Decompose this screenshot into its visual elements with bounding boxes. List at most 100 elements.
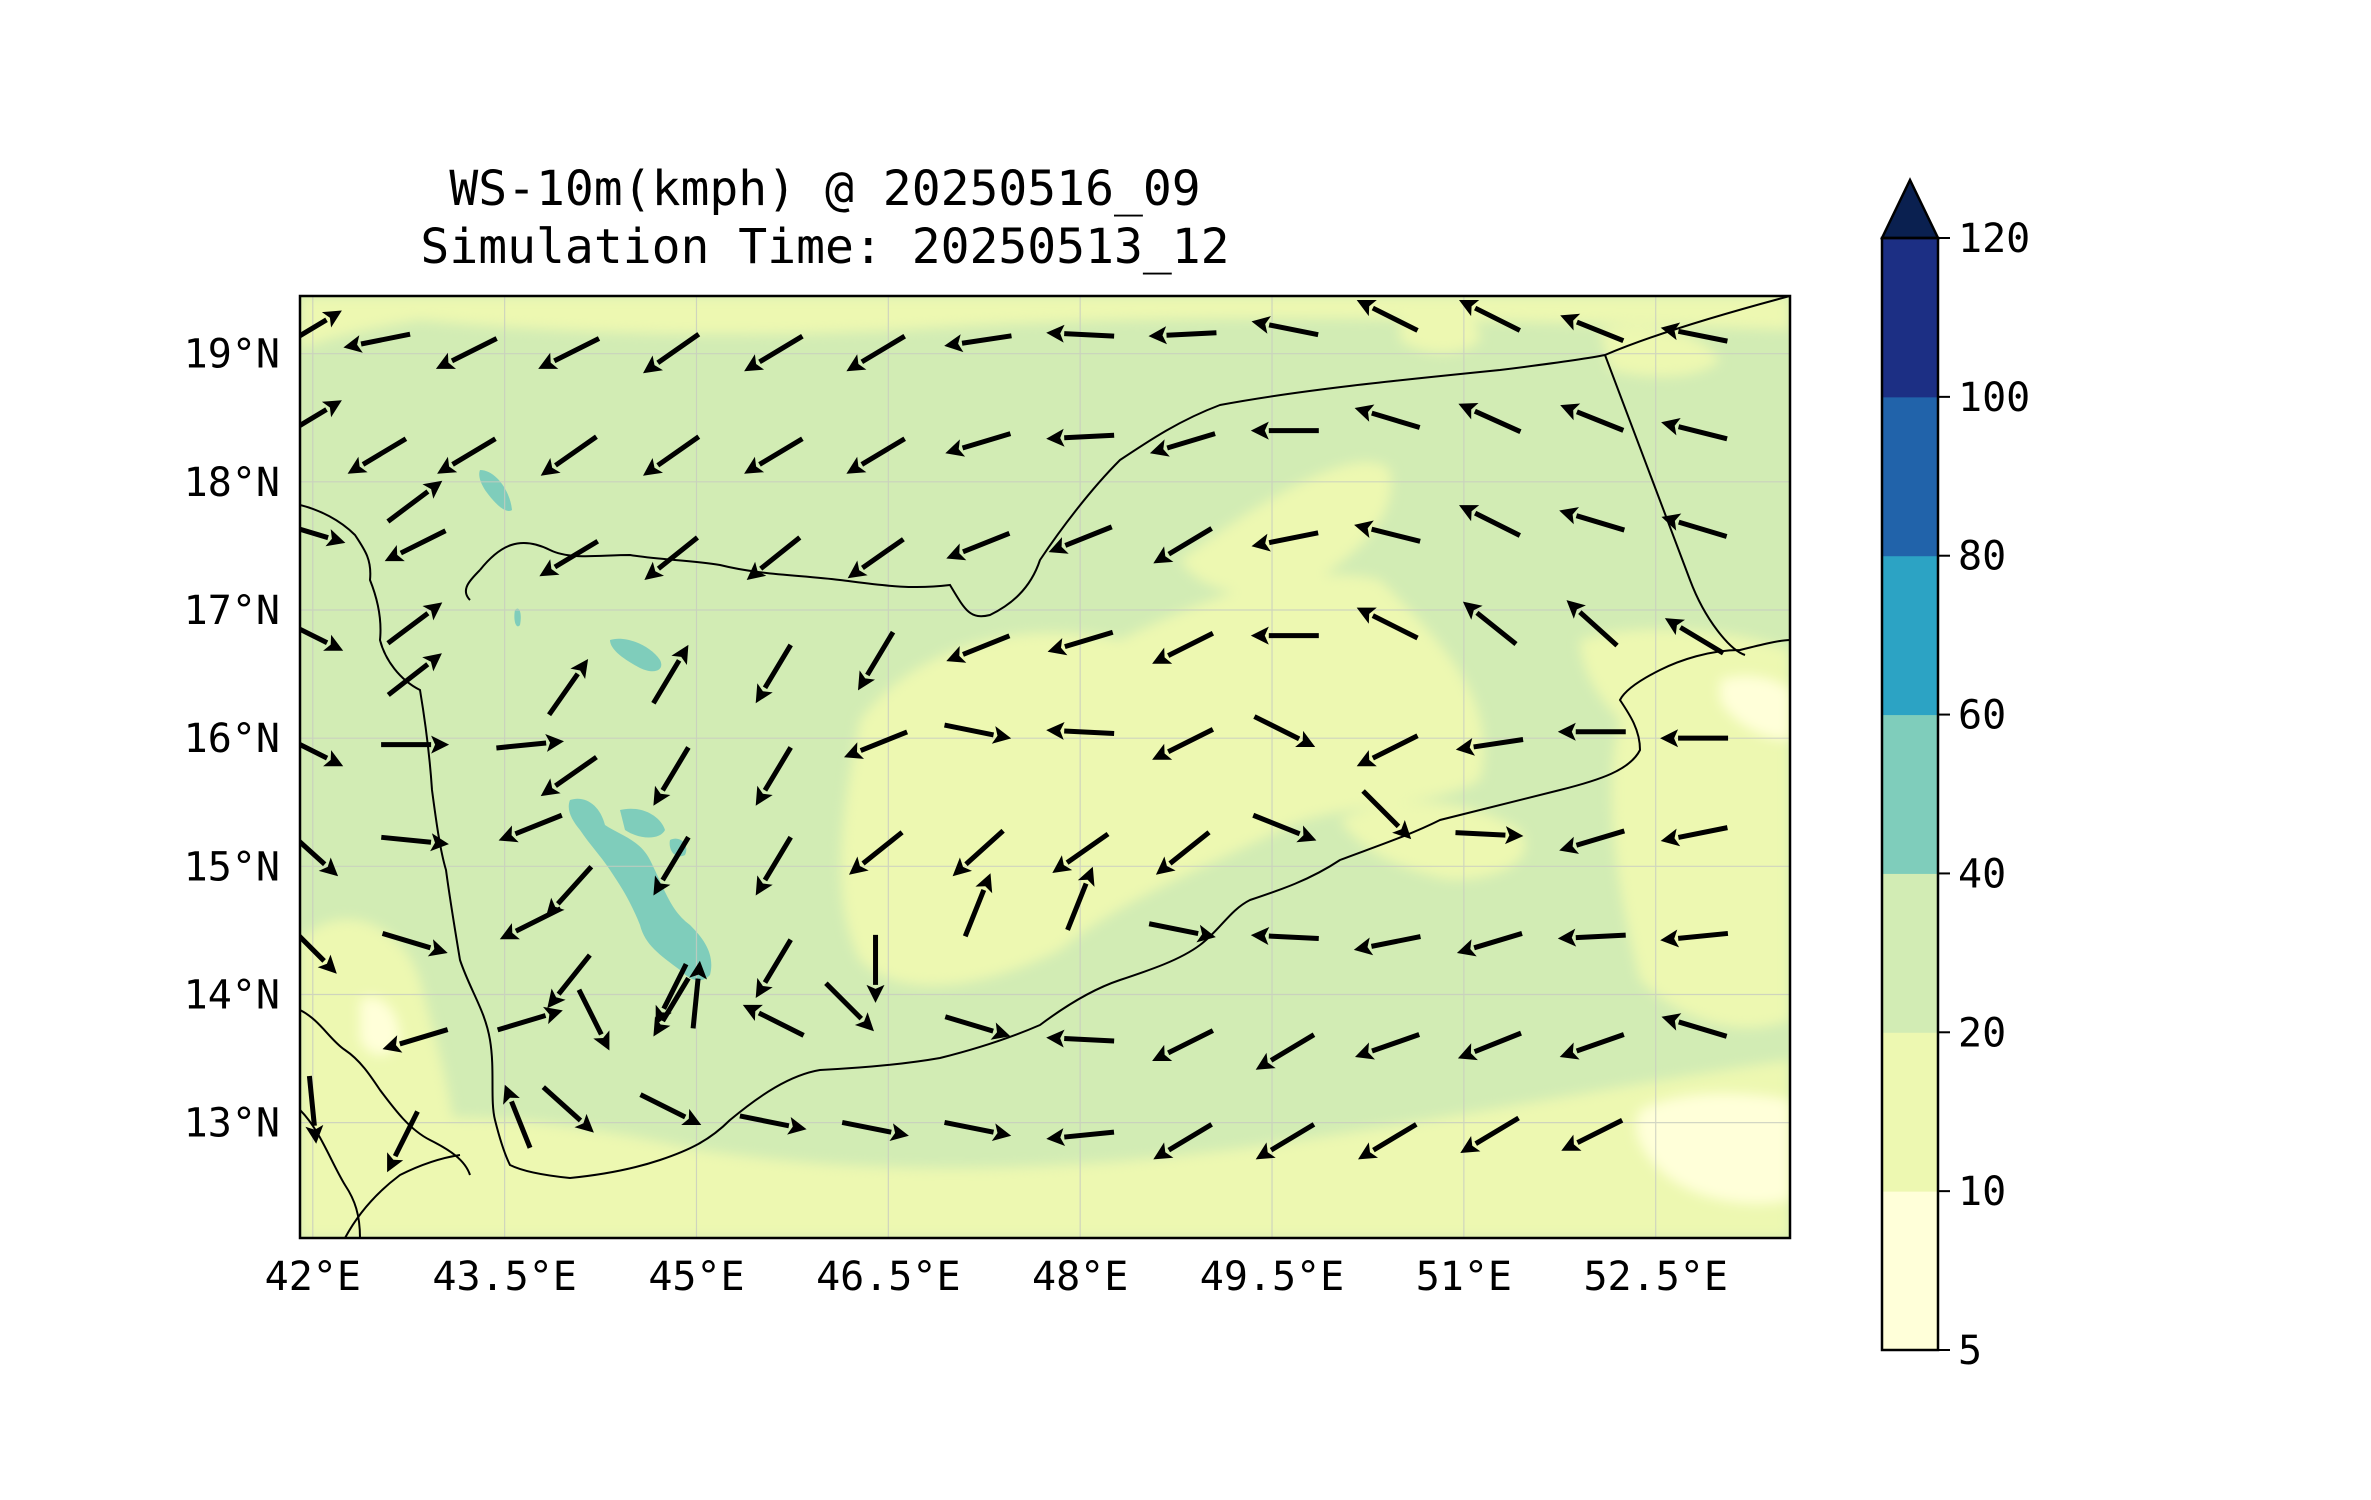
wind-arrow: [653, 835, 691, 896]
map-frame: [298, 294, 1792, 1240]
wind-arrow: [944, 1014, 1011, 1040]
coastlines-borders: [300, 296, 1790, 1238]
wind-arrow: [496, 734, 564, 752]
colorbar: 5 10 20 40 60 80 100 120: [1880, 177, 2030, 1374]
wind-arrow: [1559, 507, 1626, 533]
wind-arrow: [300, 741, 344, 767]
wind-arrow: [841, 1119, 909, 1141]
wind-arrow: [653, 976, 691, 1037]
wind-arrow: [305, 1075, 324, 1144]
wind-arrow: [1355, 1032, 1421, 1060]
wind-arrow: [1660, 729, 1729, 748]
wind-arrow: [1046, 428, 1115, 447]
wind-arrow: [1356, 300, 1419, 333]
colorbar-extend-arrow: [1880, 177, 1940, 240]
latitude-tick-labels: 19°N 18°N 17°N 16°N 15°N 14°N 13°N: [184, 332, 280, 1147]
figure-title-block: WS-10m(kmph) @ 20250516_09 Simulation Ti…: [0, 160, 1650, 276]
wind-arrow: [1155, 830, 1211, 875]
wind-arrow: [1455, 737, 1524, 756]
wind-arrow: [952, 828, 1005, 877]
wind-arrow: [755, 643, 793, 704]
wind-arrow: [944, 333, 1012, 353]
wind-arrow: [300, 626, 344, 651]
colorbar-frame: [1880, 236, 1940, 1352]
wind-arrow: [1153, 526, 1213, 564]
lon-tick-label: 48°E: [1032, 1254, 1128, 1300]
wind-arrow: [651, 644, 689, 705]
colorbar-tick-label: 5: [1958, 1328, 1982, 1374]
wind-arrow: [540, 755, 598, 797]
wind-arrow: [381, 931, 448, 957]
colorbar-segment: [1882, 238, 1938, 398]
wind-arrow: [1457, 1030, 1522, 1061]
wind-arrow: [1356, 607, 1419, 641]
lat-tick-label: 13°N: [184, 1101, 280, 1147]
wind-arrow: [1458, 403, 1522, 434]
lat-tick-label: 14°N: [184, 972, 280, 1018]
wind-arrow: [300, 933, 337, 974]
wind-arrow: [1046, 1029, 1115, 1048]
lat-tick-label: 17°N: [184, 588, 280, 634]
wind-arrow: [644, 535, 700, 580]
wind-arrow: [386, 480, 443, 524]
wind-arrow: [541, 1085, 594, 1133]
wind-arrow: [946, 633, 1011, 663]
wind-arrow: [576, 988, 610, 1051]
wind-arrow: [1660, 929, 1729, 948]
colorbar-segment: [1882, 555, 1938, 716]
colorbar-segment: [1882, 1191, 1938, 1351]
wind-arrow: [1358, 1122, 1418, 1160]
map-panel: [300, 296, 1790, 1238]
wind-arrow: [824, 981, 874, 1032]
wind-arrow: [689, 960, 707, 1029]
wind-arrow: [639, 1092, 702, 1125]
wind-arrow: [1557, 928, 1626, 947]
wind-arrow: [386, 602, 443, 646]
wind-arrow: [1664, 618, 1725, 656]
wind-arrow: [1560, 403, 1625, 433]
wind-arrow: [539, 539, 600, 577]
wind-arrow: [1255, 1032, 1316, 1070]
wind-arrow: [946, 530, 1011, 561]
figure-title: WS-10m(kmph) @ 20250516_09: [449, 161, 1201, 217]
wind-arrow: [1251, 530, 1319, 552]
wind-arrow: [1559, 1032, 1625, 1060]
wind-arrow: [1148, 326, 1217, 345]
wind-arrow: [540, 434, 598, 476]
wind-speed-field-5-10: [360, 675, 1790, 1204]
wind-arrow: [1250, 927, 1319, 945]
wind-arrow: [1459, 300, 1521, 333]
wind-arrow: [381, 735, 450, 754]
wind-arrow: [945, 431, 1012, 457]
wind-arrow: [739, 1113, 807, 1135]
wind-arrow: [844, 729, 909, 759]
lon-tick-label: 42°E: [265, 1254, 361, 1300]
wind-arrow: [386, 653, 442, 697]
wind-arrow: [1459, 505, 1521, 538]
wind-arrow: [755, 938, 793, 998]
wind-arrow: [1065, 866, 1095, 931]
colorbar-tick-label: 120: [1958, 216, 2030, 262]
wind-arrow: [1255, 1122, 1316, 1160]
wind-arrow: [437, 436, 497, 474]
wind-arrow: [653, 746, 691, 806]
wind-arrow: [1046, 722, 1115, 740]
wind-arrow: [849, 830, 904, 875]
wind-arrow: [846, 436, 906, 474]
colorbar-tick-label: 10: [1958, 1169, 2006, 1215]
wind-arrow: [300, 526, 346, 547]
colorbar-segment: [1882, 873, 1938, 1033]
lat-tick-label: 15°N: [184, 844, 280, 890]
wind-arrow: [1153, 1122, 1213, 1160]
colorbar-tick-label: 80: [1958, 534, 2006, 580]
wind-arrow: [962, 873, 993, 938]
wind-arrow: [847, 537, 905, 579]
lat-tick-label: 16°N: [184, 716, 280, 762]
longitude-tick-labels: 42°E 43.5°E 45°E 46.5°E 48°E 49.5°E 51°E 52.5°E: [265, 1254, 1728, 1300]
wind-arrow: [1149, 431, 1216, 457]
wind-vectors: [300, 300, 1729, 1173]
wind-arrow: [755, 835, 793, 896]
wind-arrow: [1455, 826, 1524, 845]
wind-arrow: [1661, 513, 1728, 539]
wind-arrow: [1354, 520, 1421, 544]
